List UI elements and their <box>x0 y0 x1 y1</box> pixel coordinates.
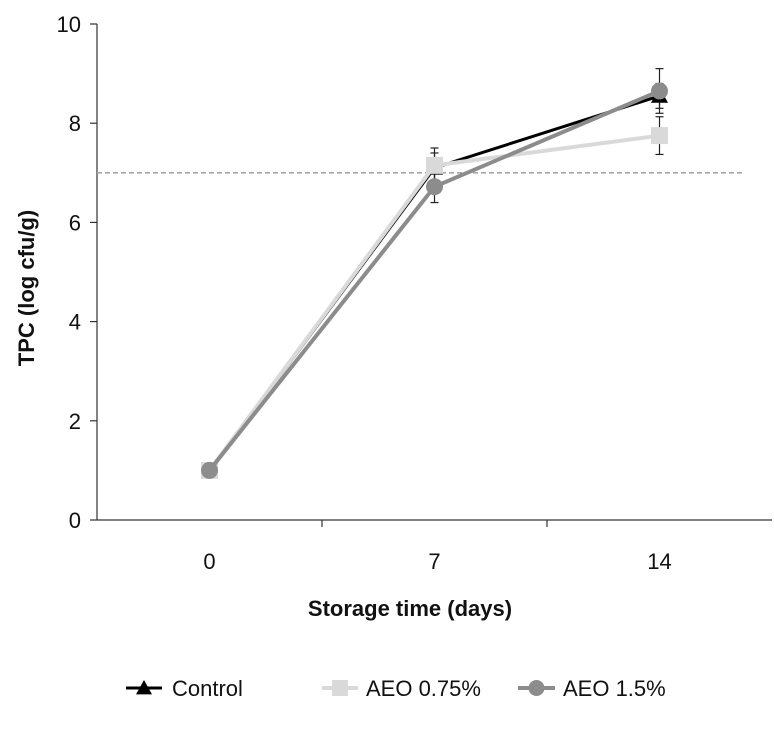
series-2-errorbars <box>430 68 664 204</box>
y-tick-label: 0 <box>69 508 81 533</box>
marker-circle <box>651 82 668 100</box>
y-tick-label: 4 <box>69 310 81 335</box>
legend-item: AEO 0.75% <box>322 676 481 701</box>
y-tick-label: 10 <box>57 12 81 37</box>
legend-item: AEO 1.5% <box>518 676 666 701</box>
legend-label: Control <box>172 676 243 701</box>
x-tick-label: 7 <box>428 549 440 574</box>
axes: 0 2 4 6 8 10 0 7 14 <box>57 12 772 574</box>
legend-label: AEO 1.5% <box>563 676 666 701</box>
series-0 <box>201 87 668 478</box>
marker-square <box>426 156 443 174</box>
legend-label: AEO 0.75% <box>366 676 481 701</box>
marker-circle <box>201 461 218 479</box>
y-axis-title: TPC (log cfu/g) <box>14 210 39 366</box>
marker-circle <box>528 680 545 696</box>
marker-square <box>332 680 348 696</box>
y-tick-label: 8 <box>69 111 81 136</box>
marker-triangle <box>136 680 152 695</box>
x-tick-label: 14 <box>647 549 671 574</box>
x-axis-title: Storage time (days) <box>308 596 512 621</box>
marker-circle <box>426 178 443 196</box>
legend: Control AEO 0.75% AEO 1.5% <box>126 676 666 701</box>
legend-item: Control <box>126 676 243 701</box>
x-tick-label: 0 <box>203 549 215 574</box>
series-group <box>201 68 668 479</box>
marker-square <box>651 127 668 145</box>
series-2 <box>201 82 668 479</box>
y-tick-label: 6 <box>69 210 81 235</box>
y-tick-label: 2 <box>69 409 81 434</box>
